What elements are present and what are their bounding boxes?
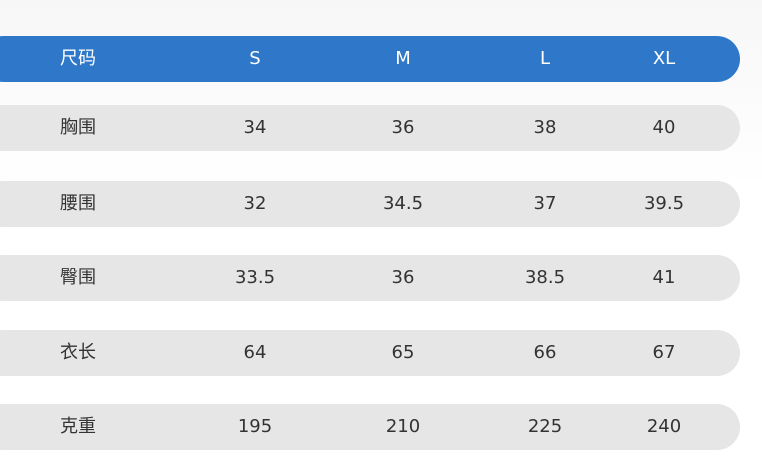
- cell: S: [249, 48, 261, 69]
- cell: 36: [391, 117, 415, 138]
- cell: L: [539, 48, 551, 69]
- cell: 195: [237, 416, 273, 437]
- cell: 33.5: [234, 267, 276, 288]
- cell: 66: [533, 342, 557, 363]
- header-row: 尺码 S M L XL: [0, 36, 740, 82]
- cell: 38: [533, 117, 557, 138]
- row-label: 衣长: [60, 342, 96, 363]
- row-label: 腰围: [60, 193, 96, 214]
- cell: M: [395, 48, 411, 69]
- table-row: 衣长 64 65 66 67: [0, 330, 740, 376]
- row-label: 克重: [60, 416, 96, 437]
- cell: 225: [527, 416, 563, 437]
- row-label: 胸围: [60, 117, 96, 138]
- cell: 37: [533, 193, 557, 214]
- cell: 210: [385, 416, 421, 437]
- row-label: 臀围: [60, 267, 96, 288]
- cell: 240: [646, 416, 682, 437]
- cell: 67: [652, 342, 676, 363]
- cell: 39.5: [643, 193, 685, 214]
- table-row: 臀围 33.5 36 38.5 41: [0, 255, 740, 301]
- cell: 40: [652, 117, 676, 138]
- table-row: 胸围 34 36 38 40: [0, 105, 740, 151]
- row-label: 尺码: [60, 48, 96, 69]
- cell: 36: [391, 267, 415, 288]
- cell: 41: [652, 267, 676, 288]
- cell: 38.5: [524, 267, 566, 288]
- table-row: 克重 195 210 225 240: [0, 404, 740, 450]
- cell: 32: [243, 193, 267, 214]
- cell: 34: [243, 117, 267, 138]
- cell: XL: [652, 48, 676, 69]
- cell: 64: [243, 342, 267, 363]
- table-row: 腰围 32 34.5 37 39.5: [0, 181, 740, 227]
- cell: 65: [391, 342, 415, 363]
- cell: 34.5: [382, 193, 424, 214]
